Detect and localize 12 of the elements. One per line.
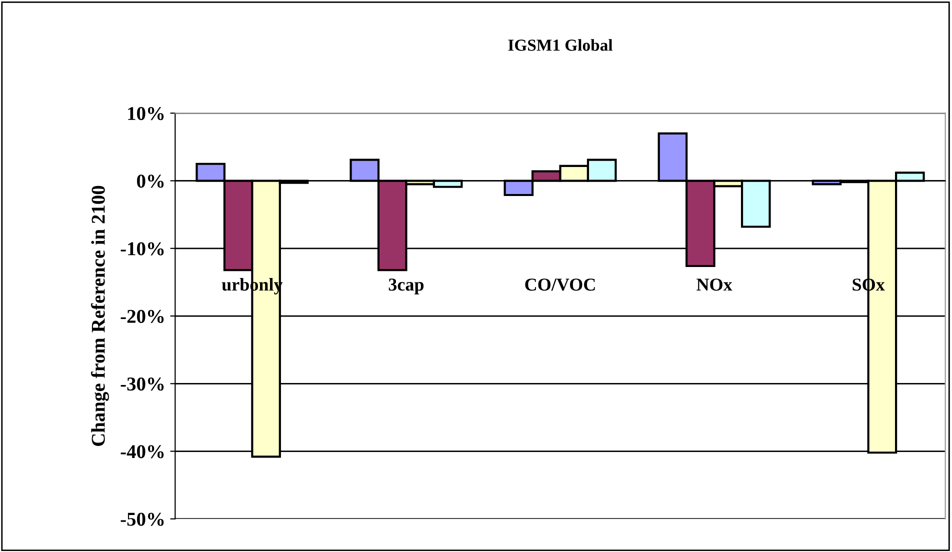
y-tick-label: -10% [120, 242, 164, 256]
y-axis-title: Change from Reference in 2100 [90, 186, 109, 446]
chart-title: IGSM1 Global [508, 39, 613, 51]
y-tick-label: -30% [120, 377, 164, 391]
y-tick-label: -20% [120, 310, 164, 324]
y-tick-label: 10% [128, 106, 164, 120]
y-tick-label: -50% [120, 512, 164, 526]
y-tick-label: 0% [137, 174, 164, 188]
x-tick-label: CO/VOC [525, 278, 595, 291]
x-tick-label: NOx [696, 278, 732, 291]
y-tick-label: -40% [120, 445, 164, 458]
x-tick-label: 3cap [388, 278, 424, 294]
